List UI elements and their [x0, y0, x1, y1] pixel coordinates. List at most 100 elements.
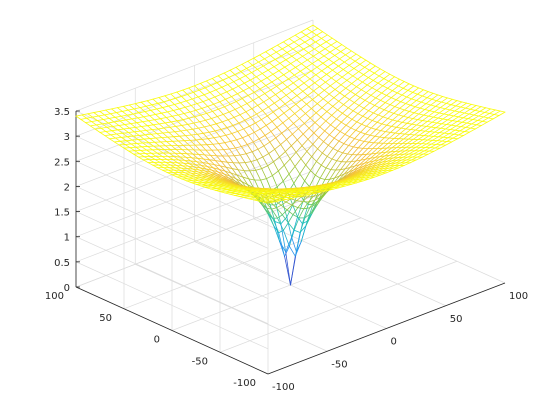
mesh-segment — [153, 145, 159, 151]
mesh-segment — [182, 119, 189, 125]
mesh-segment — [319, 126, 326, 132]
mesh-segment — [439, 103, 447, 109]
mesh-segment — [285, 198, 292, 203]
mesh-segment — [225, 166, 233, 169]
mesh-segment — [194, 164, 201, 169]
mesh-segment — [205, 80, 212, 86]
mesh-segment — [259, 51, 267, 56]
mesh-segment — [281, 86, 288, 92]
mesh-segment — [310, 108, 317, 114]
mesh-segment — [407, 117, 414, 120]
mesh-segment — [283, 70, 291, 76]
mesh-segment — [402, 83, 410, 89]
mesh-segment — [275, 90, 282, 95]
mesh-segment — [391, 85, 399, 92]
mesh-segment — [95, 123, 103, 126]
mesh-segment — [216, 79, 224, 84]
mesh-segment — [130, 122, 138, 125]
mesh-segment — [428, 111, 435, 117]
mesh-segment — [299, 164, 307, 175]
mesh-segment — [349, 53, 357, 59]
mesh-segment — [252, 99, 259, 106]
mesh-segment — [197, 96, 204, 102]
mesh-segment — [178, 159, 184, 164]
mesh-segment — [117, 105, 124, 109]
mesh-segment — [344, 161, 352, 170]
mesh-segment — [349, 160, 357, 168]
mesh-segment — [183, 162, 190, 165]
mesh-segment — [378, 155, 386, 161]
mesh-segment — [458, 134, 464, 136]
mesh-segment — [306, 204, 314, 222]
mesh-segment — [99, 131, 106, 137]
mesh-segment — [212, 108, 219, 112]
mesh-segment — [273, 102, 280, 109]
mesh-segment — [323, 89, 330, 95]
mesh-segment — [206, 112, 212, 119]
mesh-segment — [182, 87, 189, 91]
mesh-segment — [264, 89, 272, 94]
mesh-segment — [459, 126, 467, 132]
mesh-segment — [237, 169, 245, 172]
mesh-segment — [275, 207, 283, 216]
mesh-segment — [252, 96, 260, 101]
mesh-segment — [386, 142, 394, 149]
mesh-segment — [191, 134, 197, 141]
mesh-segment — [328, 89, 336, 95]
mesh-segment — [181, 94, 188, 97]
mesh-segment — [188, 87, 194, 93]
mesh-segment — [327, 137, 335, 146]
mesh-segment — [245, 151, 253, 155]
mesh-segment — [431, 121, 438, 124]
mesh-segment — [440, 141, 448, 146]
mesh-segment — [235, 146, 242, 149]
mesh-segment — [343, 104, 349, 109]
mesh-segment — [350, 127, 357, 131]
mesh-segment — [261, 165, 269, 170]
mesh-segment — [303, 78, 311, 84]
mesh-segment — [306, 24, 314, 29]
mesh-segment — [119, 140, 127, 142]
mesh-segment — [443, 132, 450, 135]
mesh-segment — [356, 121, 363, 125]
mesh-segment — [417, 89, 424, 95]
mesh-segment — [219, 134, 227, 138]
mesh-segment — [397, 165, 405, 169]
mesh-segment — [253, 91, 260, 98]
mesh-segment — [359, 59, 367, 65]
mesh-segment — [331, 150, 339, 160]
mesh-segment — [454, 126, 462, 131]
mesh-segment — [308, 82, 316, 88]
mesh-segment — [191, 98, 198, 105]
mesh-segment — [179, 135, 185, 142]
mesh-segment — [263, 201, 270, 215]
mesh-segment — [364, 133, 371, 136]
mesh-segment — [227, 84, 234, 90]
mesh-segment — [342, 64, 350, 70]
mesh-segment — [476, 120, 483, 126]
mesh-segment — [363, 107, 370, 112]
mesh-segment — [323, 51, 331, 57]
mesh-segment — [129, 127, 135, 133]
mesh-segment — [131, 139, 138, 144]
mesh-segment — [295, 145, 303, 153]
mesh-segment — [218, 143, 225, 151]
mesh-segment — [407, 153, 414, 158]
mesh-segment — [353, 139, 360, 148]
mesh-segment — [422, 150, 430, 155]
mesh-segment — [387, 83, 394, 89]
mesh-segment — [391, 90, 398, 94]
mesh-segment — [478, 115, 484, 118]
mesh-segment — [426, 121, 433, 123]
mesh-segment — [395, 121, 403, 128]
mesh-segment — [313, 90, 319, 96]
mesh-segment — [379, 68, 386, 72]
mesh-segment — [379, 136, 385, 139]
mesh-segment — [326, 111, 333, 116]
mesh-segment — [393, 165, 400, 169]
mesh-segment — [163, 149, 170, 154]
mesh-segment — [139, 105, 147, 108]
mesh-segment — [207, 138, 214, 145]
mesh-segment — [179, 156, 186, 161]
mesh-segment — [487, 117, 494, 120]
